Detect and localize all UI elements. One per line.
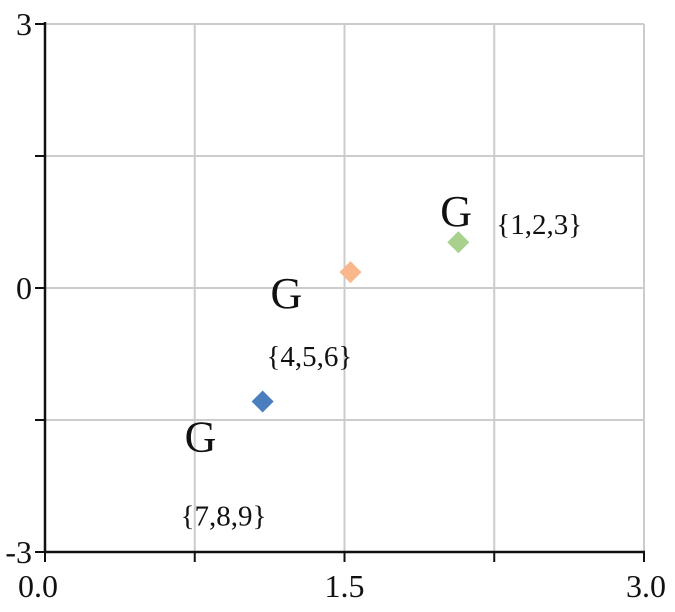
data-point-0 — [447, 231, 470, 254]
point-label-2: G — [185, 413, 217, 462]
data-point-2 — [251, 390, 274, 413]
tick-labels: 0.0 1.5 3.0 -3 0 3 — [5, 6, 666, 604]
point-labels: G {1,2,3} G {4,5,6} G {7,8,9} — [181, 187, 583, 532]
point-label-0: G — [440, 187, 472, 236]
grid-lines — [45, 23, 645, 552]
y-tick-label-4: 3 — [16, 6, 32, 42]
y-tick-label-2: 0 — [16, 270, 32, 306]
data-point-1 — [339, 261, 362, 284]
point-label-subscript-1: {4,5,6} — [266, 341, 352, 373]
x-tick-label-2: 1.5 — [325, 568, 365, 604]
y-tick-label-0: -3 — [5, 534, 32, 570]
point-label-subscript-2: {7,8,9} — [181, 501, 267, 533]
axes — [35, 22, 645, 562]
data-points — [251, 231, 470, 413]
point-label-1: G — [270, 269, 302, 318]
x-tick-label-4: 3.0 — [626, 568, 666, 604]
point-label-subscript-0: {1,2,3} — [496, 209, 582, 241]
x-tick-label-0: 0.0 — [18, 568, 58, 604]
